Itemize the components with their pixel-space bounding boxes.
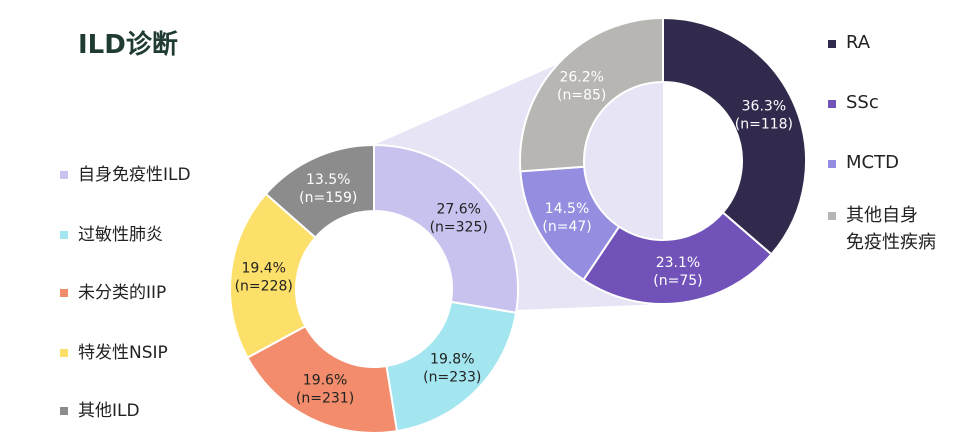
legend-label: 其他自身 免疫性疾病: [846, 202, 956, 256]
ild-data-label-percent: 13.5%: [306, 172, 350, 188]
legend-swatch: [60, 171, 68, 179]
legend-swatch: [828, 100, 836, 108]
donut-chart-autoimmune: 36.3% (n=118) 23.1% (n=75) 14.5% (n=47) 26.2% (…: [519, 16, 807, 305]
legend-label: 其他ILD: [78, 401, 140, 421]
legend-swatch: [828, 160, 836, 168]
legend-item-idiopathic-nsip: 特发性NSIP: [60, 340, 168, 366]
legend-label: RA: [846, 32, 871, 53]
legend-label: 未分类的IIP: [78, 283, 167, 303]
legend-item-hypersensitivity-pneumonitis: 过敏性肺炎: [60, 222, 163, 248]
legend-label-line: 免疫性疾病: [846, 232, 936, 253]
legend-swatch: [828, 40, 836, 48]
legend-label: SSc: [846, 92, 879, 113]
legend-item-other-ild: 其他ILD: [60, 398, 140, 424]
ild-slice-3: [229, 192, 317, 359]
ild-data-label-percent: 19.8%: [430, 352, 474, 368]
legend-item-other-autoimmune: 其他自身 免疫性疾病: [828, 202, 956, 256]
autoimmune-slice-1: [582, 211, 773, 305]
chart-title: ILD诊断: [78, 30, 178, 60]
autoimmune-data-label-count: (n=118): [735, 117, 793, 133]
legend-item-unclassified-iip: 未分类的IIP: [60, 280, 166, 306]
legend-label-line: 其他自身: [846, 205, 918, 226]
legend-swatch: [60, 349, 68, 357]
autoimmune-data-label-count: (n=75): [653, 273, 702, 289]
autoimmune-data-label-percent: 36.3%: [742, 99, 786, 115]
autoimmune-slice-0: [662, 16, 807, 256]
ild-data-label-count: (n=233): [423, 370, 481, 386]
legend-label: 特发性NSIP: [78, 343, 168, 363]
legend-swatch: [60, 407, 68, 415]
legend-item-ra: RA: [828, 30, 870, 56]
donut-chart-ild: 27.6% (n=325) 19.8% (n=233) 19.6% (n=231) 19.4…: [229, 143, 519, 434]
legend-item-autoimmune-ild: 自身免疫性ILD: [60, 162, 191, 188]
legend-label: 过敏性肺炎: [78, 225, 163, 245]
legend-label: MCTD: [846, 152, 899, 173]
legend-item-ssc: SSc: [828, 90, 879, 116]
ild-data-label-count: (n=231): [296, 391, 354, 407]
autoimmune-data-label-count: (n=47): [542, 219, 591, 235]
autoimmune-slice-3: [519, 16, 664, 173]
legend-item-mctd: MCTD: [828, 150, 899, 176]
ild-data-label-percent: 19.6%: [303, 373, 347, 389]
autoimmune-data-label-percent: 26.2%: [559, 69, 603, 85]
autoimmune-data-label-count: (n=85): [557, 87, 606, 103]
ild-data-label-count: (n=325): [430, 219, 488, 235]
legend-label: 自身免疫性ILD: [78, 165, 191, 185]
ild-data-label-count: (n=228): [235, 279, 293, 295]
autoimmune-data-label-percent: 23.1%: [656, 255, 700, 271]
ild-data-label-count: (n=159): [299, 190, 357, 206]
legend-swatch: [60, 231, 68, 239]
ild-slice-0: [373, 143, 519, 314]
autoimmune-data-label-percent: 14.5%: [545, 201, 589, 217]
legend-swatch: [828, 212, 836, 220]
ild-slice-4: [264, 143, 375, 239]
ild-data-label-percent: 19.4%: [241, 261, 285, 277]
ild-data-label-percent: 27.6%: [436, 201, 480, 217]
legend-swatch: [60, 289, 68, 297]
